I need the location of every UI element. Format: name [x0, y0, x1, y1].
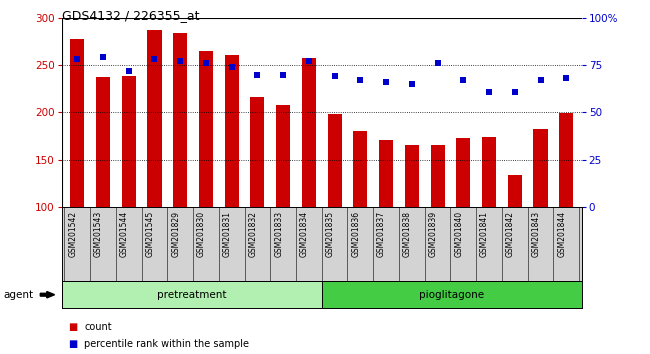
- Point: [510, 89, 520, 95]
- Text: GSM201834: GSM201834: [300, 211, 309, 257]
- Text: ■: ■: [68, 339, 77, 349]
- Bar: [199, 51, 213, 207]
- Text: GSM201545: GSM201545: [146, 211, 155, 257]
- Point: [407, 81, 417, 87]
- Point: [304, 58, 314, 64]
- Point: [330, 74, 340, 79]
- Bar: [379, 140, 393, 207]
- Text: GSM201842: GSM201842: [506, 211, 515, 257]
- Bar: [302, 58, 316, 207]
- Bar: [148, 30, 161, 207]
- Text: GSM201838: GSM201838: [403, 211, 412, 257]
- Point: [98, 55, 108, 60]
- Bar: [508, 175, 522, 207]
- Text: GSM201843: GSM201843: [532, 211, 541, 257]
- Text: pioglitagone: pioglitagone: [419, 290, 484, 300]
- Point: [355, 78, 365, 83]
- Text: GSM201836: GSM201836: [352, 211, 360, 257]
- Text: GSM201542: GSM201542: [68, 211, 77, 257]
- Text: GSM201831: GSM201831: [223, 211, 231, 257]
- Bar: [405, 144, 419, 207]
- Text: GSM201543: GSM201543: [94, 211, 103, 257]
- Text: GSM201835: GSM201835: [326, 211, 335, 257]
- Text: agent: agent: [3, 290, 33, 300]
- Bar: [354, 131, 367, 207]
- Point: [175, 58, 185, 64]
- Point: [484, 89, 494, 95]
- Text: GSM201544: GSM201544: [120, 211, 129, 257]
- Text: GSM201844: GSM201844: [557, 211, 566, 257]
- Point: [561, 75, 571, 81]
- Text: GSM201837: GSM201837: [377, 211, 386, 257]
- Text: GSM201830: GSM201830: [197, 211, 206, 257]
- Text: pretreatment: pretreatment: [157, 290, 226, 300]
- Bar: [250, 97, 265, 207]
- Point: [381, 79, 391, 85]
- Point: [226, 64, 237, 70]
- Text: count: count: [84, 322, 112, 332]
- Text: GSM201841: GSM201841: [480, 211, 489, 257]
- Bar: [328, 114, 342, 207]
- Point: [201, 60, 211, 66]
- Text: GSM201829: GSM201829: [171, 211, 180, 257]
- Point: [150, 57, 160, 62]
- Bar: [456, 138, 471, 207]
- Bar: [224, 55, 239, 207]
- Bar: [534, 130, 548, 207]
- Bar: [62, 281, 322, 308]
- Point: [72, 57, 83, 62]
- Point: [252, 72, 263, 78]
- Point: [432, 60, 443, 66]
- Point: [458, 78, 469, 83]
- Text: GSM201832: GSM201832: [248, 211, 257, 257]
- Point: [536, 78, 546, 83]
- Point: [278, 72, 289, 78]
- Text: ■: ■: [68, 322, 77, 332]
- Text: GSM201840: GSM201840: [454, 211, 463, 257]
- Text: percentile rank within the sample: percentile rank within the sample: [84, 339, 250, 349]
- Bar: [430, 144, 445, 207]
- Bar: [559, 113, 573, 207]
- Bar: [173, 33, 187, 207]
- Text: GSM201833: GSM201833: [274, 211, 283, 257]
- Bar: [122, 76, 136, 207]
- Point: [124, 68, 134, 74]
- Text: GSM201839: GSM201839: [428, 211, 437, 257]
- Bar: [276, 105, 290, 207]
- Text: GDS4132 / 226355_at: GDS4132 / 226355_at: [62, 9, 200, 22]
- Bar: [482, 137, 496, 207]
- Bar: [96, 78, 110, 207]
- Bar: [322, 281, 582, 308]
- Bar: [70, 39, 84, 207]
